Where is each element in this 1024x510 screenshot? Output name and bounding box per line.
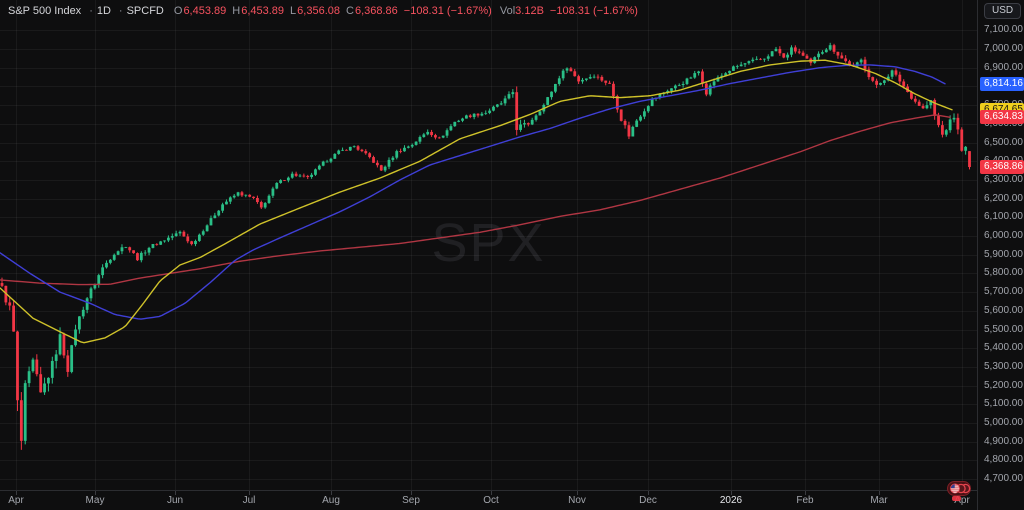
- price-tick-label: 6,300.00: [984, 173, 1023, 185]
- time-tick-label: Aug: [322, 495, 340, 506]
- chart-pane[interactable]: SPX S&P 500 Index · 1D · SPCFD O 6,453.8…: [0, 0, 977, 490]
- currency-toggle-button[interactable]: USD: [984, 3, 1022, 19]
- time-tick-label: 2026: [719, 495, 743, 506]
- time-tick-label: Apr: [954, 495, 970, 506]
- low-label: L: [290, 5, 297, 17]
- time-tick-label: Jun: [166, 495, 184, 506]
- time-tick-mark: [491, 491, 492, 495]
- exchange-label: SPCFD: [126, 5, 164, 17]
- price-tick-label: 7,000.00: [984, 43, 1023, 54]
- volume-value: 3.12B: [515, 5, 544, 17]
- price-tick-label: 6,900.00: [984, 61, 1023, 73]
- open-label: O: [173, 5, 183, 17]
- price-tick-label: 5,100.00: [984, 398, 1023, 410]
- event-marker-dot[interactable]: [952, 496, 961, 501]
- time-tick-label: May: [85, 495, 105, 506]
- last-price-badge: 6,368.86: [980, 160, 1024, 175]
- time-tick-label: Apr: [8, 495, 24, 506]
- time-tick-mark: [175, 491, 176, 495]
- time-tick-mark: [879, 491, 880, 495]
- high-value: 6,453.89: [241, 5, 285, 17]
- time-tick-label: Feb: [796, 495, 814, 506]
- price-chart-canvas[interactable]: [0, 0, 977, 490]
- change-value: −108.31 (−1.67%): [403, 5, 492, 17]
- price-tick-label: 4,900.00: [984, 435, 1023, 447]
- time-tick-mark: [411, 491, 412, 495]
- price-tick-label: 5,800.00: [984, 267, 1023, 279]
- separator-dot: ·: [89, 5, 93, 17]
- symbol-header: S&P 500 Index · 1D · SPCFD O 6,453.89 H …: [8, 4, 638, 18]
- time-tick-mark: [805, 491, 806, 495]
- price-tick-label: 4,700.00: [984, 473, 1023, 485]
- symbol-title[interactable]: S&P 500 Index: [8, 5, 82, 17]
- volume-label: Vol: [499, 5, 516, 17]
- timeframe-label[interactable]: 1D: [96, 5, 111, 17]
- time-tick-label: Mar: [870, 495, 888, 506]
- volume-change-value: −108.31 (−1.67%): [549, 5, 638, 17]
- price-tick-label: 4,800.00: [984, 454, 1023, 466]
- price-tick-label: 5,500.00: [984, 323, 1023, 335]
- price-tick-label: 5,600.00: [984, 304, 1023, 316]
- time-tick-mark: [95, 491, 96, 495]
- price-axis[interactable]: USD 7,100.007,000.006,900.006,800.006,70…: [977, 0, 1024, 510]
- ma-red-value-badge: 6,634.83: [980, 110, 1024, 125]
- time-tick-label: Jul: [242, 495, 256, 506]
- economic-events-icon[interactable]: [947, 481, 971, 496]
- price-tick-label: 7,100.00: [984, 24, 1023, 36]
- time-tick-mark: [331, 491, 332, 495]
- low-value: 6,356.08: [297, 5, 340, 17]
- time-tick-mark: [577, 491, 578, 495]
- price-tick-label: 5,900.00: [984, 248, 1023, 260]
- open-value: 6,453.89: [183, 5, 227, 17]
- time-tick-label: Sep: [402, 495, 420, 506]
- price-tick-label: 6,100.00: [984, 211, 1023, 223]
- close-label: C: [346, 5, 354, 17]
- price-tick-label: 6,500.00: [984, 136, 1023, 148]
- ma-blue-value-badge: 6,814.16: [980, 76, 1024, 91]
- close-value: 6,368.86: [354, 5, 398, 17]
- time-tick-mark: [16, 491, 17, 495]
- time-tick-label: Oct: [483, 495, 499, 506]
- time-tick-mark: [249, 491, 250, 495]
- time-tick-label: Nov: [568, 495, 586, 506]
- price-tick-label: 5,000.00: [984, 417, 1023, 428]
- price-tick-label: 5,300.00: [984, 360, 1023, 372]
- price-tick-label: 6,200.00: [984, 192, 1023, 204]
- time-axis[interactable]: Apr May Jun Jul Aug Sep Oct Nov Dec 2026 Feb Mar Apr: [0, 490, 977, 510]
- separator-dot: ·: [118, 5, 123, 17]
- price-tick-label: 5,200.00: [984, 379, 1023, 391]
- time-tick-label: Dec: [639, 495, 657, 506]
- time-tick-mark: [731, 491, 732, 495]
- price-tick-label: 5,400.00: [984, 342, 1023, 354]
- price-tick-label: 6,000.00: [984, 230, 1023, 241]
- time-tick-mark: [648, 491, 649, 495]
- high-label: H: [232, 5, 241, 17]
- price-tick-label: 5,700.00: [984, 286, 1023, 298]
